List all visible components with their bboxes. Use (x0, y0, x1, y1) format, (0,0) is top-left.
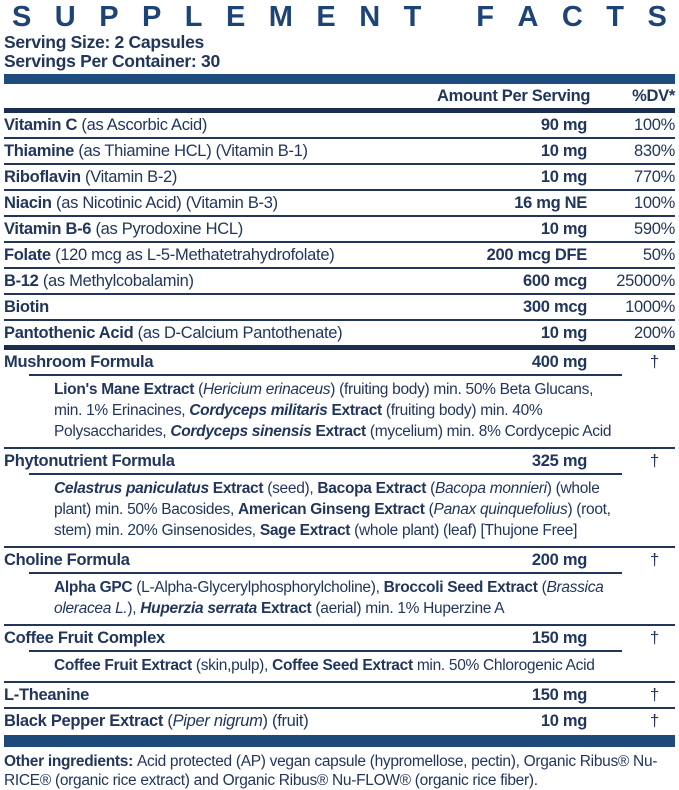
column-header-dv: %DV* (632, 86, 675, 105)
formula-name: Phytonutrient Formula (4, 451, 175, 470)
nutrient-table: Vitamin C (as Ascorbic Acid) 90 mg 100% … (4, 113, 675, 345)
formula-row: L-Theanine 150 mg † (4, 681, 675, 707)
formula-amount: 150 mg (531, 685, 587, 704)
nutrient-amount: 16 mg NE (514, 193, 587, 212)
nutrient-amount: 10 mg (540, 141, 587, 160)
nutrient-dv: 50% (642, 245, 675, 264)
formula-dv-dagger: † (649, 352, 659, 371)
nutrient-row: Thiamine (as Thiamine HCL) (Vitamin B-1)… (4, 137, 675, 163)
formula-dv-dagger: † (649, 451, 659, 470)
nutrient-dv: 1000% (625, 297, 675, 316)
nutrient-name: Biotin (4, 297, 49, 316)
other-ingredients: Other ingredients: Acid protected (AP) v… (4, 753, 658, 789)
formula-name: L-Theanine (4, 685, 90, 704)
column-header-row: Amount Per Serving %DV* (4, 84, 675, 108)
nutrient-dv: 25000% (616, 271, 675, 290)
servings-per-container: Servings Per Container: 30 (4, 51, 220, 71)
nutrient-row: Vitamin B-6 (as Pyrodoxine HCL) 10 mg 59… (4, 215, 675, 241)
nutrient-amount: 10 mg (540, 323, 587, 342)
formula-amount: 325 mg (531, 451, 587, 470)
nutrient-amount: 200 mcg DFE (486, 245, 588, 264)
nutrient-row: B-12 (as Methylcobalamin) 600 mcg 25000% (4, 267, 675, 293)
nutrient-dv: 830% (633, 141, 675, 160)
nutrient-name: Folate (120 mcg as L-5-Methatetrahydrofo… (4, 245, 335, 264)
formula-amount: 400 mg (531, 352, 587, 371)
nutrient-row: Vitamin C (as Ascorbic Acid) 90 mg 100% (4, 113, 675, 137)
nutrient-name: Thiamine (as Thiamine HCL) (Vitamin B-1) (4, 141, 308, 160)
nutrient-name: Pantothenic Acid (as D-Calcium Pantothen… (4, 323, 343, 342)
formula-dv-dagger: † (649, 711, 659, 730)
formula-row: Choline Formula 200 mg † (4, 546, 675, 572)
formula-name: Mushroom Formula (4, 352, 154, 371)
formula-dv-dagger: † (649, 550, 659, 569)
section-divider-bar (4, 345, 675, 350)
formula-detail: Coffee Fruit Extract (skin,pulp), Coffee… (29, 650, 622, 681)
nutrient-amount: 10 mg (540, 167, 587, 186)
nutrient-amount: 600 mcg (523, 271, 587, 290)
formula-row: Phytonutrient Formula 325 mg † (4, 447, 675, 473)
formula-amount: 10 mg (540, 711, 587, 730)
nutrient-row: Biotin 300 mcg 1000% (4, 293, 675, 319)
formula-detail: Lion's Mane Extract (Hericium erinaceus)… (29, 374, 622, 447)
formula-detail: Celastrus paniculatus Extract (seed), Ba… (29, 473, 622, 546)
formula-block: Black Pepper Extract (Piper nigrum) (fru… (4, 707, 675, 733)
formula-block: Choline Formula 200 mg † Alpha GPC (L-Al… (4, 546, 675, 624)
formula-table: Mushroom Formula 400 mg † Lion's Mane Ex… (4, 350, 675, 733)
formula-amount: 200 mg (531, 550, 587, 569)
bottom-divider-bar (4, 735, 675, 747)
nutrient-name: Vitamin C (as Ascorbic Acid) (4, 115, 208, 134)
formula-name: Choline Formula (4, 550, 130, 569)
nutrient-name: Vitamin B-6 (as Pyrodoxine HCL) (4, 219, 243, 238)
nutrient-dv: 590% (633, 219, 675, 238)
nutrient-name: B-12 (as Methylcobalamin) (4, 271, 194, 290)
formula-block: Coffee Fruit Complex 150 mg † Coffee Fru… (4, 624, 675, 681)
column-header-amount: Amount Per Serving (437, 86, 591, 105)
nutrient-dv: 100% (633, 193, 675, 212)
formula-name: Coffee Fruit Complex (4, 628, 165, 647)
nutrient-dv: 770% (633, 167, 675, 186)
formula-row: Mushroom Formula 400 mg † (4, 350, 675, 374)
formula-block: L-Theanine 150 mg † (4, 681, 675, 707)
nutrient-row: Niacin (as Nicotinic Acid) (Vitamin B-3)… (4, 189, 675, 215)
nutrient-amount: 300 mcg (523, 297, 587, 316)
nutrient-dv: 200% (633, 323, 675, 342)
formula-dv-dagger: † (649, 628, 659, 647)
nutrient-dv: 100% (633, 115, 675, 134)
nutrient-row: Folate (120 mcg as L-5-Methatetrahydrofo… (4, 241, 675, 267)
nutrient-amount: 10 mg (540, 219, 587, 238)
header-divider-bar (4, 108, 675, 113)
nutrient-row: Riboflavin (Vitamin B-2) 10 mg 770% (4, 163, 675, 189)
formula-row: Black Pepper Extract (Piper nigrum) (fru… (4, 707, 675, 733)
nutrient-name: Niacin (as Nicotinic Acid) (Vitamin B-3) (4, 193, 278, 212)
formula-amount: 150 mg (531, 628, 587, 647)
serving-size: Serving Size: 2 Capsules (4, 32, 204, 52)
formula-block: Phytonutrient Formula 325 mg † Celastrus… (4, 447, 675, 546)
formula-block: Mushroom Formula 400 mg † Lion's Mane Ex… (4, 350, 675, 447)
formula-dv-dagger: † (649, 685, 659, 704)
formula-row: Coffee Fruit Complex 150 mg † (4, 624, 675, 650)
top-divider-bar (4, 74, 675, 84)
formula-detail: Alpha GPC (L-Alpha-Glycerylphosphorylcho… (29, 572, 622, 624)
formula-name: Black Pepper Extract (Piper nigrum) (fru… (4, 711, 309, 730)
nutrient-amount: 90 mg (540, 115, 587, 134)
nutrient-row: Pantothenic Acid (as D-Calcium Pantothen… (4, 319, 675, 345)
nutrient-name: Riboflavin (Vitamin B-2) (4, 167, 178, 186)
